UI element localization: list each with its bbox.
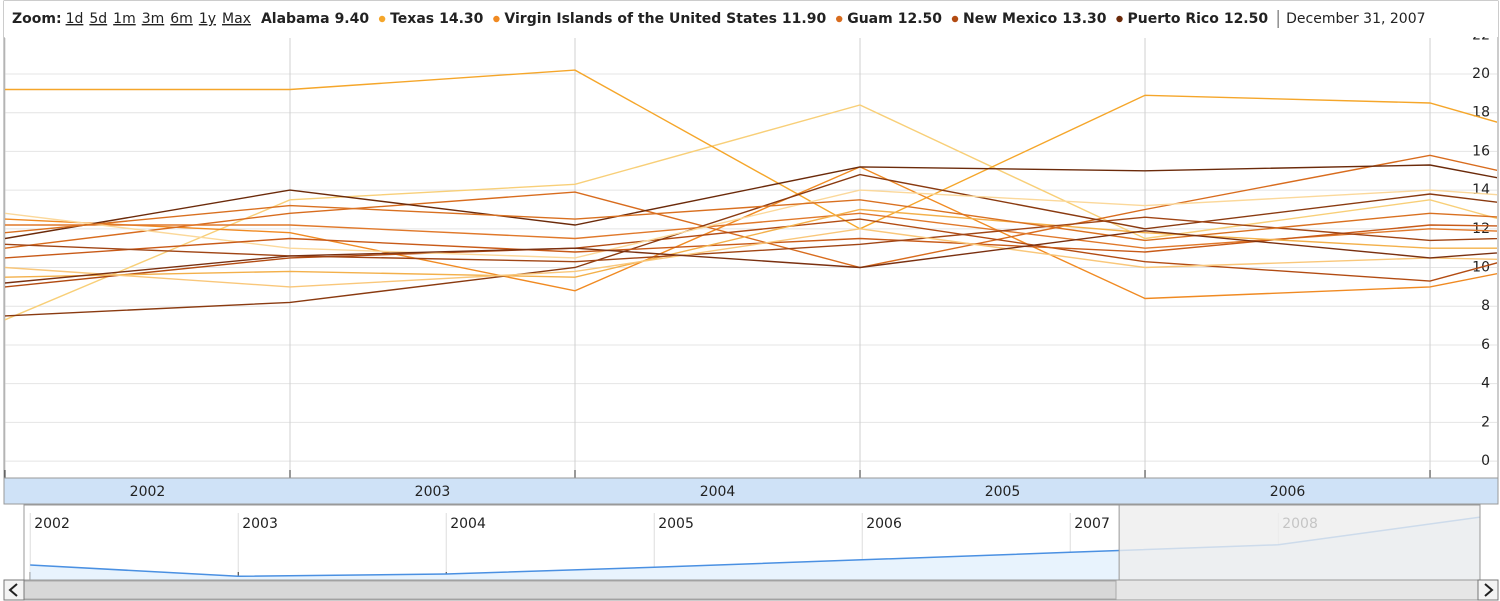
legend-value: 11.90 xyxy=(782,11,827,27)
series-line xyxy=(5,208,1497,278)
legend-bar xyxy=(4,1,1498,37)
y-tick-label: 6 xyxy=(1481,337,1490,353)
legend-date: December 31, 2007 xyxy=(1286,11,1425,27)
x-tick-label: 2003 xyxy=(415,484,451,500)
series-line xyxy=(5,104,1497,321)
nav-tick-label: 2006 xyxy=(866,516,902,532)
legend-value: 12.50 xyxy=(1224,11,1269,27)
scroll-right-button[interactable] xyxy=(1477,579,1499,601)
legend-name: Virgin Islands of the United States xyxy=(504,11,777,27)
legend-name: New Mexico xyxy=(963,11,1058,27)
nav-tick-label: 2003 xyxy=(242,516,278,532)
legend-value: 13.30 xyxy=(1062,11,1107,27)
y-tick-label: 14 xyxy=(1472,182,1490,198)
legend-name: Texas xyxy=(390,11,434,27)
series-line xyxy=(5,224,1497,259)
legend-name: Guam xyxy=(847,11,893,27)
nav-unselected xyxy=(1118,504,1481,581)
series-line xyxy=(5,199,1497,242)
nav-tick-label: 2005 xyxy=(658,516,694,532)
plot-frame xyxy=(3,0,1499,505)
scroll-right-arrow xyxy=(1484,583,1494,597)
legend-name: Alabama xyxy=(261,11,330,27)
zoom-label: Zoom: xyxy=(12,11,62,27)
nav-tick-label: 2004 xyxy=(450,516,486,532)
x-tick-label: 2002 xyxy=(130,484,166,500)
zoom-option[interactable]: 5d xyxy=(89,11,107,27)
series-line xyxy=(5,212,1497,249)
zoom-option[interactable]: 3m xyxy=(142,11,165,27)
y-tick-label: 8 xyxy=(1481,298,1490,314)
series-line xyxy=(5,230,1497,284)
y-tick-label: 16 xyxy=(1472,143,1490,159)
x-tick-label: 2006 xyxy=(1270,484,1306,500)
x-tick-label: 2005 xyxy=(985,484,1021,500)
legend-name: Puerto Rico xyxy=(1128,11,1220,27)
zoom-option[interactable]: 1m xyxy=(113,11,136,27)
nav-tick-label: 2007 xyxy=(1074,516,1110,532)
scroll-left-arrow xyxy=(8,583,18,597)
y-tick-label: 20 xyxy=(1472,66,1490,82)
legend-value: 14.30 xyxy=(439,11,484,27)
legend-bullet xyxy=(836,15,843,23)
series-line xyxy=(5,218,1497,288)
series-line xyxy=(5,189,1497,259)
y-tick-label: 2 xyxy=(1481,414,1490,430)
zoom-option[interactable]: Max xyxy=(222,11,251,27)
legend-bullet xyxy=(1116,15,1123,23)
legend-value: 12.50 xyxy=(898,11,943,27)
y-tick-label: 12 xyxy=(1472,221,1490,237)
series-line xyxy=(5,164,1497,240)
series-line xyxy=(5,173,1497,317)
legend-bullet xyxy=(378,15,386,23)
nav-tick-label: 2002 xyxy=(34,516,70,532)
nav-area xyxy=(30,517,1480,580)
x-tick-label: 2004 xyxy=(700,484,736,500)
scroll-left-button[interactable] xyxy=(3,579,25,601)
legend-bullet xyxy=(951,15,959,23)
scroll-thumb[interactable] xyxy=(23,580,1117,600)
legend-bullet xyxy=(493,15,500,23)
y-tick-label: 18 xyxy=(1472,105,1490,121)
x-axis-band xyxy=(3,477,1499,505)
zoom-option[interactable]: 1d xyxy=(66,11,84,27)
zoom-option[interactable]: 1y xyxy=(199,11,216,27)
zoom-option[interactable]: 6m xyxy=(170,11,193,27)
y-tick-label: 4 xyxy=(1481,376,1490,392)
legend-value: 9.40 xyxy=(335,11,370,27)
y-tick-label: 0 xyxy=(1481,453,1490,469)
